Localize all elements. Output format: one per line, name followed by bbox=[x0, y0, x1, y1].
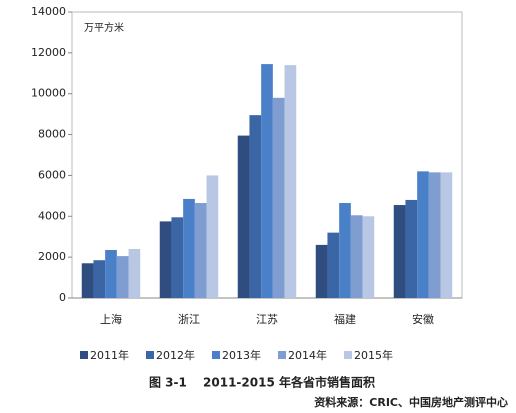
x-tick-label: 江苏 bbox=[256, 313, 278, 326]
y-tick-label: 0 bbox=[59, 291, 66, 304]
legend-label: 2012年 bbox=[156, 348, 195, 362]
legend-label: 2013年 bbox=[222, 348, 261, 362]
x-tick-label: 福建 bbox=[334, 312, 356, 326]
bar bbox=[362, 216, 375, 298]
bar bbox=[417, 171, 429, 298]
legend-label: 2015年 bbox=[354, 348, 393, 362]
bar bbox=[159, 221, 172, 298]
bar bbox=[171, 217, 184, 298]
source: 资料来源：CRIC、中国房地产测评中心 bbox=[314, 395, 508, 409]
legend-swatch bbox=[278, 351, 286, 359]
bar bbox=[183, 198, 195, 298]
y-tick-label: 10000 bbox=[31, 87, 66, 100]
y-tick-label: 8000 bbox=[38, 128, 66, 141]
bar bbox=[405, 199, 418, 298]
legend-swatch bbox=[344, 351, 352, 359]
bar bbox=[261, 64, 273, 298]
bar bbox=[128, 248, 141, 298]
bar bbox=[272, 97, 285, 298]
bar bbox=[284, 65, 297, 298]
legend-swatch bbox=[80, 351, 88, 359]
bar bbox=[237, 135, 250, 298]
bar bbox=[105, 249, 117, 298]
legend-swatch bbox=[212, 351, 220, 359]
x-tick-label: 上海 bbox=[100, 312, 122, 326]
x-tick-label: 浙江 bbox=[178, 313, 200, 326]
bar bbox=[339, 203, 351, 298]
y-tick-label: 12000 bbox=[31, 46, 66, 59]
bar bbox=[93, 260, 106, 298]
bar bbox=[440, 172, 453, 298]
y-tick-label: 6000 bbox=[38, 168, 66, 181]
bar bbox=[428, 172, 441, 298]
bar bbox=[81, 263, 94, 298]
bar bbox=[194, 203, 207, 298]
bar bbox=[206, 175, 219, 298]
legend-label: 2014年 bbox=[288, 348, 327, 362]
chart-title: 图 3-1 2011-2015 年各省市销售面积 bbox=[149, 375, 375, 390]
bar bbox=[116, 256, 129, 298]
y-tick-label: 2000 bbox=[38, 250, 66, 263]
bar bbox=[393, 205, 406, 298]
bar bbox=[315, 244, 328, 298]
x-tick-label: 安徽 bbox=[412, 312, 434, 326]
y-tick-label: 14000 bbox=[31, 5, 66, 18]
y-tick-label: 4000 bbox=[38, 209, 66, 222]
bar bbox=[350, 215, 363, 298]
bar bbox=[249, 115, 262, 299]
bar bbox=[327, 232, 340, 298]
legend-label: 2011年 bbox=[90, 348, 129, 362]
y-unit: 万平方米 bbox=[84, 21, 124, 34]
legend-swatch bbox=[146, 351, 154, 359]
